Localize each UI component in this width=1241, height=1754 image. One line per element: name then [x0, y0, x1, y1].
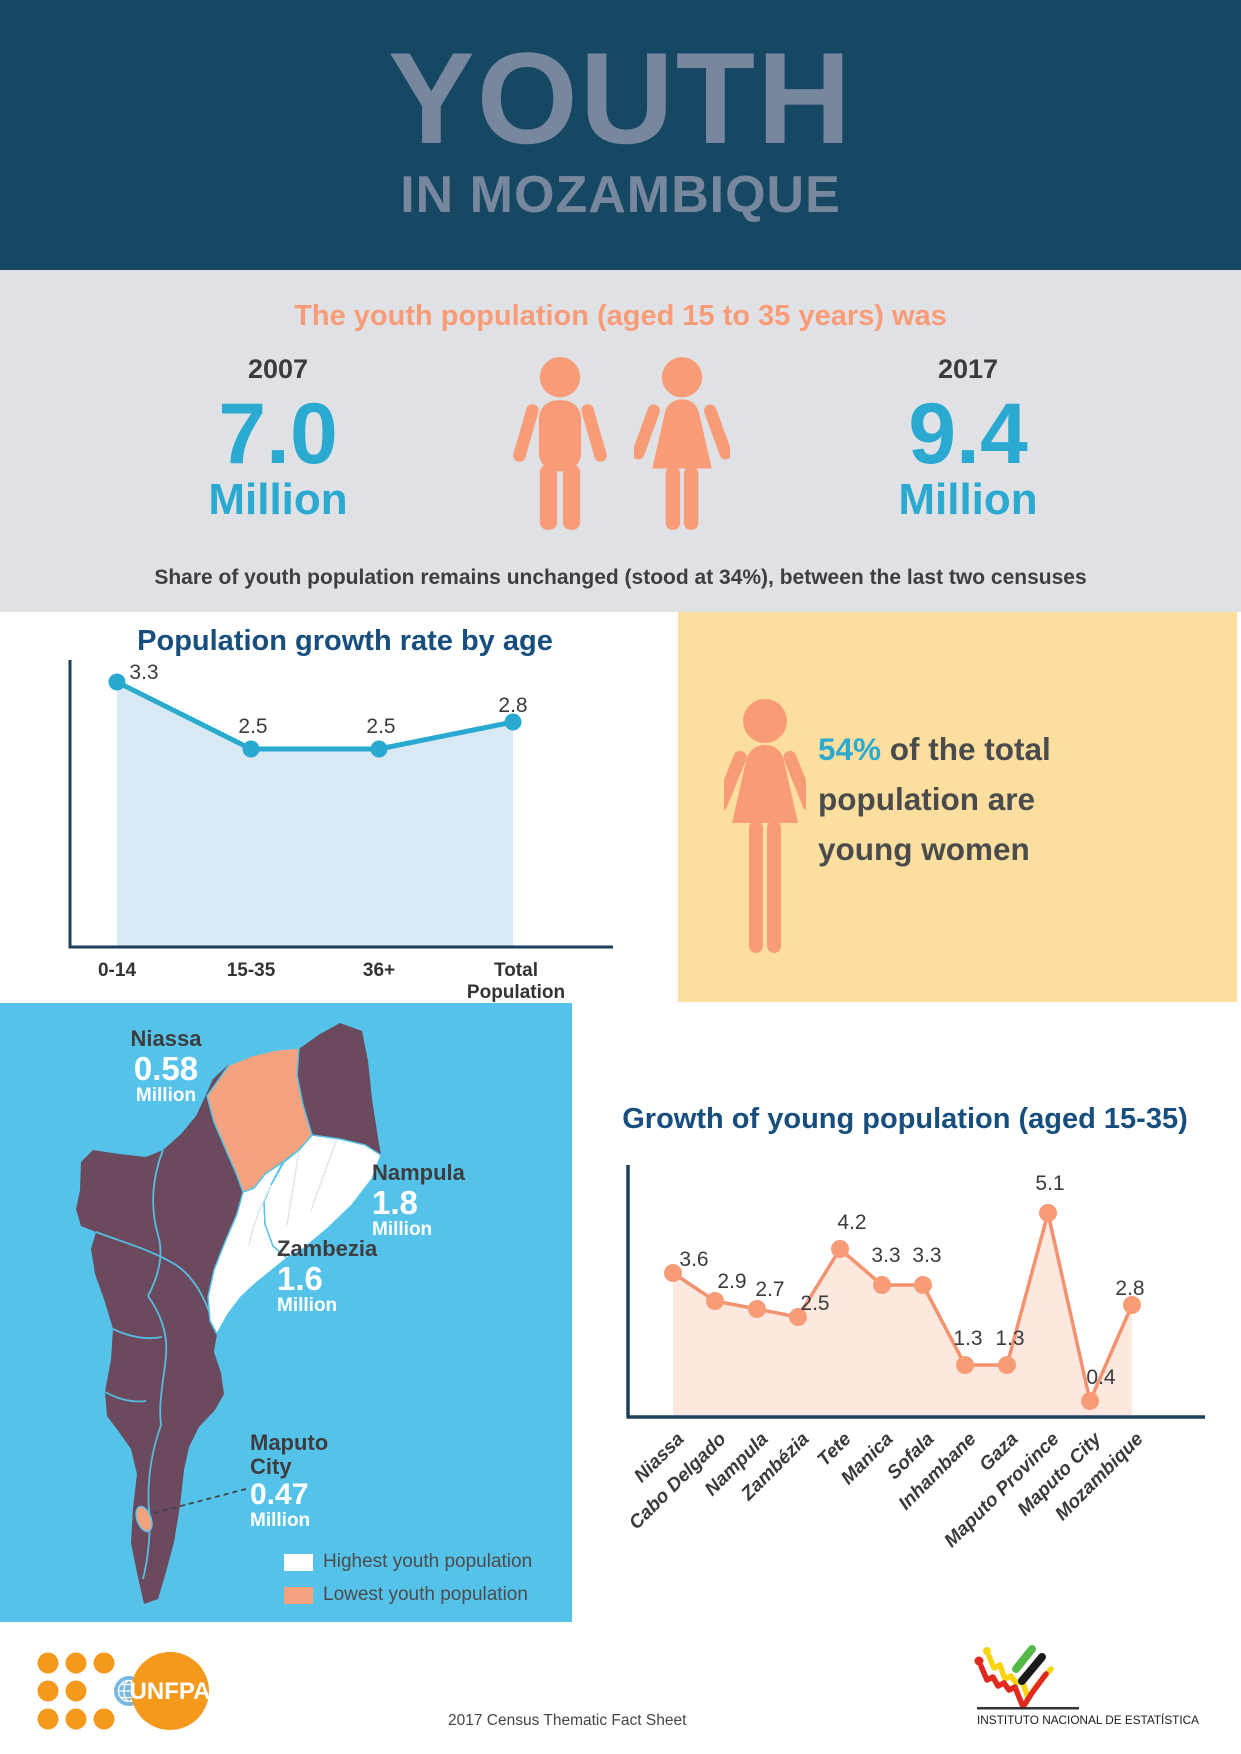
map-label-nampula: Nampula 1.8 Million [372, 1160, 465, 1240]
young-population-growth-chart: Growth of young population (aged 15-35) … [622, 1103, 1205, 1548]
map-region-niassa [206, 1047, 313, 1193]
chart2-data-points [664, 1204, 1141, 1410]
chart1-data-points [108, 673, 522, 758]
svg-text:Total: Total [494, 960, 538, 981]
stat-2017-unit: Million [898, 475, 1038, 524]
ine-divider [977, 1707, 1079, 1710]
unfpa-circle [131, 1652, 209, 1730]
intro-heading: The youth population (aged 15 to 35 year… [294, 300, 947, 332]
map-rivers [95, 1149, 217, 1580]
svg-text:2.8: 2.8 [1115, 1277, 1144, 1300]
svg-text:4.2: 4.2 [837, 1211, 866, 1234]
legend-item-highest: Highest youth population [284, 1551, 532, 1573]
stat-2007-year: 2007 [247, 354, 309, 384]
stat-2017-value: 9.4 [908, 386, 1028, 482]
footer: UNFPA 2017 Census Thematic Fact Sheet IN… [0, 1622, 1241, 1754]
legend-item-lowest: Lowest youth population [284, 1584, 532, 1606]
map-label-zambezia: Zambezia 1.6 Million [277, 1236, 378, 1316]
legend-swatch-lowest [284, 1586, 313, 1604]
woman-icon [724, 699, 806, 953]
footer-caption: 2017 Census Thematic Fact Sheet [448, 1712, 687, 1729]
chart1-area-fill [117, 682, 513, 946]
stat-2017-year: 2017 [937, 354, 999, 384]
stat-2017: 2017 9.4 Million [858, 354, 1078, 523]
svg-text:2.8: 2.8 [498, 694, 527, 717]
chart1-title: Population growth rate by age [137, 625, 553, 657]
ine-logo: INSTITUTO NACIONAL DE ESTATÍSTICA [974, 1645, 1199, 1727]
mozambique-map [76, 1023, 382, 1604]
stat-2007-value: 7.0 [218, 386, 338, 482]
legend-swatch-highest [284, 1553, 313, 1571]
svg-text:0-14: 0-14 [98, 960, 136, 981]
svg-text:3.3: 3.3 [129, 661, 158, 684]
map-white-region-lines [248, 1138, 338, 1246]
mozambique-map-section: Niassa 0.58 Million Nampula 1.8 Million … [0, 1003, 572, 1622]
svg-text:3.3: 3.3 [871, 1244, 900, 1267]
callout-stat: 54% [818, 731, 882, 767]
svg-text:36+: 36+ [363, 960, 395, 981]
chart2-category-labels: Niassa Cabo Delgado Nampula Zambézia Tet… [625, 1428, 1147, 1548]
map-region-maputo-city [135, 1505, 153, 1533]
header-banner: YOUTH IN MOZAMBIQUE [0, 0, 1241, 270]
svg-text:2.5: 2.5 [238, 715, 267, 738]
svg-text:2.9: 2.9 [717, 1270, 746, 1293]
stat-2007-unit: Million [208, 475, 348, 524]
ine-wordmark: INSTITUTO NACIONAL DE ESTATÍSTICA [977, 1712, 1199, 1727]
youth-population-section: The youth population (aged 15 to 35 year… [0, 270, 1241, 612]
callout-text: 54% of the total population are young wo… [818, 731, 1051, 867]
unfpa-wordmark: UNFPA [130, 1678, 211, 1705]
chart1-line [115, 679, 514, 752]
stat-2007: 2007 7.0 Million [168, 354, 388, 523]
chart2-area-fill [673, 1213, 1132, 1415]
svg-text:2.7: 2.7 [755, 1278, 784, 1301]
svg-text:Population: Population [467, 982, 565, 1003]
map-label-niassa: Niassa 0.58 Million [130, 1026, 202, 1106]
svg-text:15-35: 15-35 [227, 960, 276, 981]
svg-text:3.3: 3.3 [912, 1244, 941, 1267]
male-person-icon [513, 357, 607, 530]
growth-rate-by-age-chart: Population growth rate by age 3.3 2.5 2.… [68, 625, 613, 1003]
map-legend: Highest youth population Lowest youth po… [284, 1551, 532, 1617]
unfpa-dots [37, 1652, 115, 1730]
map-region-nampula [263, 1134, 382, 1259]
svg-text:1.3: 1.3 [953, 1327, 982, 1350]
chart1-value-labels: 3.3 2.5 2.5 2.8 [129, 661, 527, 738]
svg-text:2.5: 2.5 [366, 715, 395, 738]
svg-text:2.5: 2.5 [800, 1292, 829, 1315]
chart2-value-labels: 3.6 2.9 2.7 2.5 4.2 3.3 3.3 1.3 1.3 5.1 … [679, 1172, 1144, 1389]
svg-text:0.4: 0.4 [1086, 1366, 1116, 1389]
female-person-icon [634, 357, 730, 530]
unfpa-logo: UNFPA [37, 1652, 211, 1730]
young-women-callout: 54% of the total population are young wo… [678, 612, 1237, 1002]
map-label-maputo-city: Maputo City 0.47 Million [250, 1430, 329, 1531]
chart1-category-labels: 0-14 15-35 36+ Total Population [98, 960, 565, 1003]
share-note: Share of youth population remains unchan… [154, 566, 1087, 589]
ine-mark [974, 1645, 1054, 1710]
maputo-city-leader-line [153, 1488, 247, 1514]
svg-text:3.6: 3.6 [679, 1248, 708, 1271]
svg-text:5.1: 5.1 [1035, 1172, 1064, 1195]
page-title: YOUTH [388, 25, 853, 171]
chart2-title: Growth of young population (aged 15-35) [622, 1103, 1188, 1135]
svg-text:1.3: 1.3 [995, 1327, 1024, 1350]
page-subtitle: IN MOZAMBIQUE [400, 166, 841, 224]
